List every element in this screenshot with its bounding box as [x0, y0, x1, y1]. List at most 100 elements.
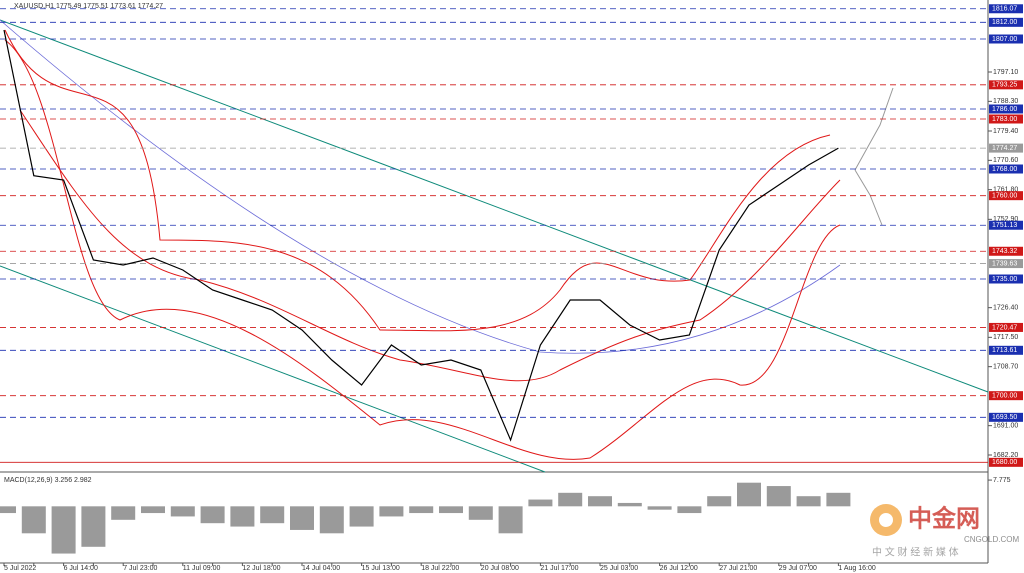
macd-bar: [170, 506, 195, 517]
level-label-box: [989, 274, 1023, 284]
x-tick-label: 25 Jul 03:00: [600, 565, 638, 572]
level-label-box: [989, 104, 1023, 114]
macd-bar: [409, 506, 434, 514]
macd-bar: [617, 502, 642, 507]
bollinger-band: [19, 109, 841, 382]
level-label: 1793.25: [992, 82, 1017, 89]
y-tick-label: 1752.90: [993, 216, 1018, 223]
level-label: 1743.32: [992, 248, 1017, 255]
macd-bar: [737, 482, 761, 507]
x-tick-label: 1 Aug 16:00: [838, 565, 875, 572]
y-tick-label: 1779.40: [993, 128, 1018, 135]
macd-bar: [230, 506, 255, 527]
level-label: 1680.00: [992, 459, 1017, 466]
x-tick-label: 18 Jul 22:00: [421, 565, 459, 572]
x-tick-label: 27 Jul 21:00: [719, 565, 757, 572]
y-tick-label: 1691.00: [993, 423, 1018, 430]
y-tick-label: 1726.40: [993, 305, 1018, 312]
level-label-box: [989, 220, 1023, 230]
y-tick-label: 1717.50: [993, 334, 1018, 341]
macd-bar: [260, 506, 285, 524]
macd-bar: [200, 506, 225, 524]
level-label-box: [989, 322, 1023, 332]
macd-bar: [796, 496, 821, 507]
level-label: 1786.00: [992, 106, 1017, 113]
level-label-box: [989, 391, 1023, 401]
level-label-box: [989, 34, 1023, 44]
level-label-box: [989, 143, 1023, 153]
level-label: 1700.00: [992, 393, 1017, 400]
level-label-box: [989, 259, 1023, 269]
x-tick-label: 6 Jul 14:00: [64, 565, 98, 572]
macd-bar: [51, 506, 76, 554]
macd-bar: [677, 506, 702, 514]
level-label-box: [989, 17, 1023, 27]
macd-bar: [21, 506, 46, 534]
level-label: 1760.00: [992, 193, 1017, 200]
level-label-box: [989, 80, 1023, 90]
macd-bar: [319, 506, 344, 534]
x-tick-label: 20 Jul 08:00: [481, 565, 519, 572]
x-tick-label: 26 Jul 12:00: [660, 565, 698, 572]
y-tick-label: 1708.70: [993, 364, 1018, 371]
level-label: 1812.00: [992, 19, 1017, 26]
level-label: 1735.00: [992, 276, 1017, 283]
y-tick-label: 1788.30: [993, 98, 1018, 105]
x-tick-label: 14 Jul 04:00: [302, 565, 340, 572]
macd-bar: [647, 506, 672, 510]
bollinger-band: [4, 39, 841, 460]
level-label: 1768.00: [992, 166, 1017, 173]
x-tick-label: 29 Jul 07:00: [779, 565, 817, 572]
level-label: 1693.50: [992, 414, 1017, 421]
y-tick-label: 1770.60: [993, 157, 1018, 164]
watermark-slogan: 中 文 财 经 新 媒 体: [872, 546, 959, 559]
watermark-site: CNGOLD.COM: [964, 535, 1019, 544]
y-tick-label: 1761.80: [993, 187, 1018, 194]
macd-bar: [826, 492, 851, 507]
level-label: 1774.27: [992, 145, 1017, 152]
macd-bar: [707, 496, 732, 507]
macd-bar: [766, 486, 791, 507]
macd-bar: [0, 506, 16, 514]
macd-bar: [349, 506, 374, 527]
watermark: 中金网 CNGOLD.COM 中 文 财 经 新 媒 体: [870, 504, 1019, 559]
level-label-box: [989, 164, 1023, 174]
macd-bar: [379, 506, 404, 517]
level-label: 1816.07: [992, 6, 1017, 13]
y-tick-label: 1797.10: [993, 69, 1018, 76]
level-label-box: [989, 412, 1023, 422]
y-tick-label: 7.775: [993, 477, 1011, 484]
macd-bar: [558, 492, 583, 507]
watermark-logo: [879, 513, 893, 527]
channel-line: [0, 19, 989, 393]
price-line: [3, 29, 839, 442]
indicator-title: MACD(12,26,9) 3.256 2.982: [4, 477, 92, 484]
macd-bar: [439, 506, 463, 514]
level-label: 1751.13: [992, 222, 1017, 229]
macd-bar: [498, 506, 523, 534]
x-tick-label: 11 Jul 09:00: [183, 565, 221, 572]
level-label-box: [989, 457, 1023, 467]
level-label: 1807.00: [992, 36, 1017, 43]
x-tick-label: 15 Jul 13:00: [362, 565, 400, 572]
macd-bar: [141, 506, 165, 514]
channel-line: [0, 265, 546, 473]
level-label: 1713.61: [992, 347, 1017, 354]
level-label-box: [989, 191, 1023, 201]
level-label: 1783.00: [992, 116, 1017, 123]
macd-bar: [468, 506, 493, 520]
macd-bar: [111, 506, 136, 520]
chart-title: XAUUSD,H1 1775.49 1775.51 1773.61 1774.2…: [14, 3, 163, 10]
x-tick-label: 12 Jul 18:00: [242, 565, 280, 572]
macd-bar: [528, 499, 553, 507]
macd-bar: [290, 506, 314, 530]
x-tick-label: 21 Jul 17:00: [540, 565, 578, 572]
level-label-box: [989, 4, 1023, 14]
watermark-logo-text: 中金网: [908, 504, 980, 532]
bollinger-band: [4, 29, 831, 332]
forecast-arrow: [854, 87, 894, 226]
y-tick-label: 1682.20: [993, 452, 1018, 459]
macd-bar: [81, 506, 106, 547]
